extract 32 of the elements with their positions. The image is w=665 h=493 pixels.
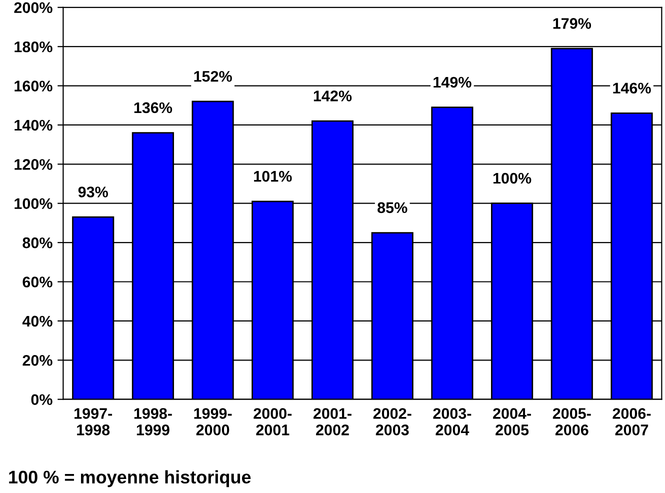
data-label: 93% xyxy=(78,186,108,198)
x-tick-label: 2000- 2001 xyxy=(254,408,292,436)
x-tick-label: 2005- 2006 xyxy=(552,408,591,436)
y-tick-label: 80% xyxy=(22,237,52,248)
x-tick-label: 2001- 2002 xyxy=(313,408,352,436)
x-tick-label: 1998- 1999 xyxy=(134,408,172,436)
data-label: 100% xyxy=(493,172,532,184)
x-tick-label: 2003- 2004 xyxy=(433,408,472,436)
y-tick-label: 0% xyxy=(31,394,52,406)
data-label: 136% xyxy=(134,102,172,114)
y-tick-label: 160% xyxy=(14,80,52,92)
x-tick-label: 1997- 1998 xyxy=(74,408,112,436)
data-label: 179% xyxy=(553,18,592,29)
text: 100 % = moyenne historique xyxy=(9,470,251,488)
y-tick-label: 200% xyxy=(14,2,52,14)
y-tick-label: 60% xyxy=(22,276,52,288)
data-label: 142% xyxy=(314,90,352,102)
data-label: 101% xyxy=(254,170,292,182)
y-tick-label: 140% xyxy=(14,120,52,131)
data-label: 149% xyxy=(434,76,472,88)
y-tick-label: 180% xyxy=(14,41,52,52)
x-tick-label: 2002- 2003 xyxy=(373,408,412,436)
y-tick-label: 120% xyxy=(14,159,52,170)
y-tick-label: 40% xyxy=(22,316,52,327)
data-label: 152% xyxy=(194,70,232,82)
y-tick-label: 100% xyxy=(14,198,52,210)
x-tick-label: 2004- 2005 xyxy=(493,408,531,436)
x-tick-label: 2006- 2007 xyxy=(612,408,651,436)
data-label: 85% xyxy=(378,202,408,214)
data-label: 146% xyxy=(613,82,651,94)
x-tick-label: 1999- 2000 xyxy=(194,408,232,436)
y-tick-label: 20% xyxy=(22,355,52,366)
